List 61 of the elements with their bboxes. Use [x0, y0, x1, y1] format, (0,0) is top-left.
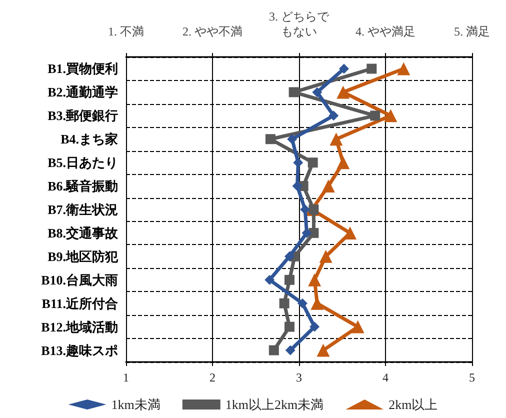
- y-tick-label: B7.衛生状況: [48, 202, 118, 217]
- point: [284, 322, 294, 332]
- point: [336, 86, 350, 99]
- legend-label: 2km以上: [388, 397, 438, 412]
- point: [285, 345, 296, 356]
- x2-tick-label: 2. やや不満: [182, 24, 242, 38]
- point: [287, 134, 298, 144]
- y-tick-label: B11.近所付合: [42, 296, 118, 311]
- y-tick-label: B6.騒音振動: [48, 178, 118, 194]
- point: [300, 204, 310, 214]
- x-tick-label: 1: [123, 370, 129, 384]
- point: [397, 62, 410, 76]
- point: [384, 109, 398, 122]
- legend-label: 1km未満: [111, 397, 160, 412]
- legend-label: 1km以上2km未満: [225, 397, 324, 412]
- point: [322, 180, 335, 193]
- point: [310, 322, 320, 332]
- y-tick-label: B5.日あたり: [48, 155, 118, 170]
- point: [268, 345, 279, 356]
- point: [370, 110, 380, 121]
- point: [265, 134, 276, 144]
- x-tick-label: 5: [469, 370, 475, 384]
- y-tick-label: B8.交通事故: [48, 225, 119, 240]
- point: [310, 296, 324, 310]
- point: [293, 158, 304, 168]
- point: [288, 87, 299, 98]
- point: [366, 64, 377, 74]
- point: [264, 274, 275, 285]
- point: [308, 204, 319, 214]
- y-tick-label: B9.地区防犯: [48, 248, 119, 264]
- point: [336, 156, 350, 170]
- y-tick-label: B1.買物便利: [48, 61, 118, 76]
- point: [330, 132, 343, 146]
- point: [308, 158, 318, 168]
- point: [328, 110, 339, 121]
- x-tick-label: 4: [382, 370, 388, 384]
- y-tick-label: B2.通勤通学: [48, 84, 118, 100]
- point: [316, 344, 330, 357]
- x-tick-label: 3: [296, 370, 302, 384]
- point: [312, 87, 322, 98]
- point: [292, 181, 302, 192]
- point: [344, 226, 357, 240]
- x2-tick-label: 3. どちらでもない: [269, 10, 330, 38]
- x-tick-label: 2: [210, 370, 216, 384]
- point: [308, 273, 322, 286]
- y-tick-label: B10.台風大雨: [41, 272, 118, 288]
- x2-tick-label: 5. 満足: [454, 24, 490, 38]
- point: [284, 274, 294, 285]
- y-tick-label: B12.地域活動: [41, 319, 118, 334]
- point: [284, 251, 294, 262]
- x2-tick-label: 4. やや満足: [356, 24, 416, 38]
- point: [319, 250, 332, 263]
- y-tick-label: B13.趣味スポ: [41, 342, 118, 358]
- point: [351, 320, 364, 334]
- point: [279, 298, 290, 308]
- x2-tick-label: 1. 不満: [108, 24, 144, 38]
- point: [338, 64, 349, 74]
- y-tick-label: B4.まち家: [60, 132, 118, 147]
- y-tick-label: B3.郵便銀行: [48, 108, 118, 124]
- point: [297, 298, 308, 308]
- point: [302, 228, 312, 238]
